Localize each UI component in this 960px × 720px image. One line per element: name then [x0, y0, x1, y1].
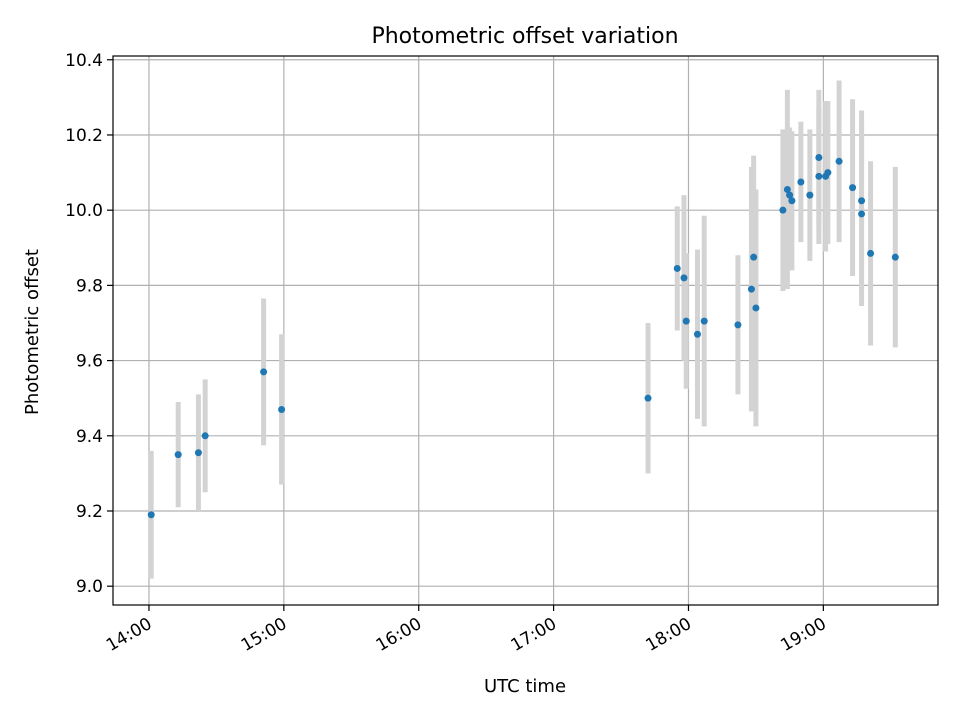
plot-frame	[112, 55, 939, 606]
data-point	[835, 157, 843, 165]
y-axis-label: Photometric offset	[22, 249, 43, 415]
data-point	[700, 317, 708, 325]
data-point	[747, 285, 755, 293]
data-point	[201, 432, 209, 440]
data-point	[693, 330, 701, 338]
data-point	[734, 321, 742, 329]
data-point	[680, 274, 688, 282]
y-tick-label: 10.2	[65, 126, 103, 146]
data-point	[815, 154, 823, 162]
data-point	[858, 210, 866, 218]
data-point	[783, 185, 791, 193]
y-tick-label: 9.6	[76, 352, 103, 372]
data-points	[147, 154, 899, 519]
data-point	[858, 197, 866, 205]
y-tick-label: 9.0	[76, 577, 103, 597]
data-point	[644, 394, 652, 402]
y-tick-label: 9.8	[76, 276, 103, 296]
data-point	[806, 191, 814, 199]
data-point	[779, 206, 787, 214]
data-point	[278, 405, 286, 413]
x-ticks: 14:00 15:00 16:00 17:00 18:00 19:00	[103, 605, 830, 656]
y-tick-label: 10.0	[65, 201, 103, 221]
x-tick-label: 15:00	[238, 614, 290, 656]
data-point	[682, 317, 690, 325]
data-point	[147, 511, 155, 519]
data-point	[752, 304, 760, 312]
chart-title: Photometric offset variation	[371, 24, 678, 49]
error-bars	[148, 80, 898, 579]
data-point	[891, 253, 899, 261]
x-tick-label: 14:00	[103, 614, 155, 656]
data-point	[867, 249, 875, 257]
data-point	[260, 368, 268, 376]
data-point	[824, 169, 832, 177]
data-point	[849, 184, 857, 192]
grid-lines	[113, 56, 938, 605]
data-point	[194, 449, 202, 457]
data-point	[786, 191, 794, 199]
y-tick-label: 9.2	[76, 502, 103, 522]
y-tick-label: 9.4	[76, 427, 103, 447]
x-axis-label: UTC time	[484, 676, 566, 697]
x-tick-label: 17:00	[508, 614, 560, 656]
y-ticks: 9.0 9.2 9.4 9.6 9.8 10.0 10.2 10.4	[65, 51, 113, 597]
x-tick-label: 19:00	[777, 614, 829, 656]
y-tick-label: 10.4	[65, 51, 103, 71]
data-point	[750, 253, 758, 261]
data-point	[797, 178, 805, 186]
x-tick-label: 18:00	[643, 614, 695, 656]
data-point	[174, 451, 182, 459]
data-point	[815, 172, 823, 180]
data-point	[788, 197, 796, 205]
data-point	[673, 264, 681, 272]
x-tick-label: 16:00	[373, 614, 425, 656]
